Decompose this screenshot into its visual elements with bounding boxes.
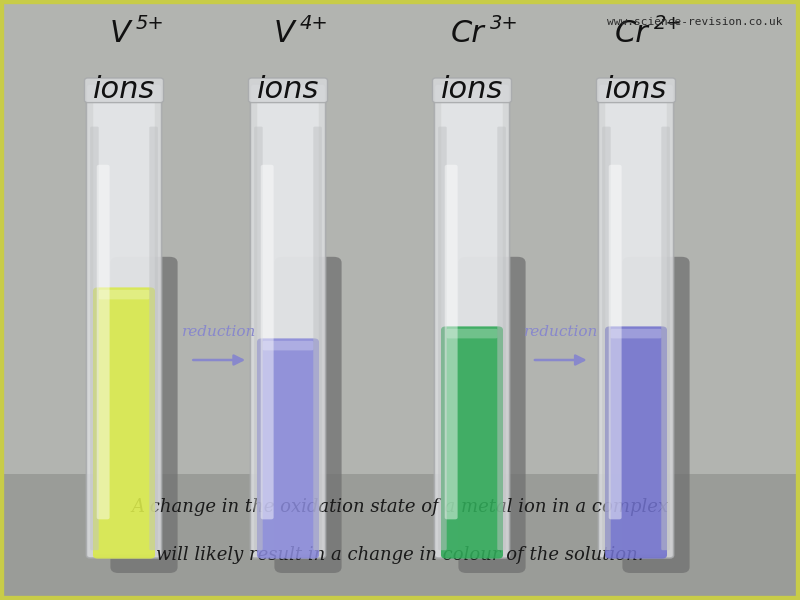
Text: ions: ions	[441, 75, 503, 104]
Text: ions: ions	[605, 75, 667, 104]
Text: 5+: 5+	[136, 14, 165, 33]
FancyBboxPatch shape	[498, 127, 506, 550]
FancyBboxPatch shape	[441, 326, 503, 559]
FancyBboxPatch shape	[602, 127, 610, 550]
FancyBboxPatch shape	[261, 165, 274, 520]
Text: reduction: reduction	[182, 325, 256, 339]
FancyBboxPatch shape	[458, 257, 526, 573]
Text: ions: ions	[93, 75, 155, 104]
FancyBboxPatch shape	[622, 257, 690, 573]
FancyBboxPatch shape	[662, 127, 670, 550]
Text: will likely result in a change in colour of the solution.: will likely result in a change in colour…	[156, 546, 644, 564]
Text: 4+: 4+	[300, 14, 329, 33]
Bar	[0, 474, 800, 600]
Text: reduction: reduction	[524, 325, 598, 339]
FancyBboxPatch shape	[86, 84, 162, 558]
Text: ions: ions	[257, 75, 319, 104]
FancyBboxPatch shape	[274, 257, 342, 573]
Text: V: V	[110, 19, 130, 48]
Text: V: V	[274, 19, 294, 48]
FancyBboxPatch shape	[610, 329, 662, 338]
Text: 3+: 3+	[490, 14, 519, 33]
FancyBboxPatch shape	[597, 78, 675, 103]
FancyBboxPatch shape	[605, 326, 667, 559]
FancyBboxPatch shape	[258, 88, 318, 554]
FancyBboxPatch shape	[97, 165, 110, 520]
Text: www.science-revision.co.uk: www.science-revision.co.uk	[607, 17, 782, 27]
FancyBboxPatch shape	[98, 290, 150, 299]
Text: Cr: Cr	[615, 19, 649, 48]
FancyBboxPatch shape	[257, 338, 319, 559]
Text: Cr: Cr	[451, 19, 485, 48]
Text: A change in the oxidation state of a metal ion in a complex: A change in the oxidation state of a met…	[131, 498, 669, 516]
FancyBboxPatch shape	[110, 257, 178, 573]
FancyBboxPatch shape	[606, 88, 666, 554]
FancyBboxPatch shape	[93, 287, 155, 559]
FancyBboxPatch shape	[150, 127, 158, 550]
FancyBboxPatch shape	[254, 127, 262, 550]
FancyBboxPatch shape	[445, 165, 458, 520]
FancyBboxPatch shape	[85, 78, 163, 103]
FancyBboxPatch shape	[598, 84, 674, 558]
FancyBboxPatch shape	[94, 88, 154, 554]
FancyBboxPatch shape	[249, 78, 327, 103]
FancyBboxPatch shape	[314, 127, 322, 550]
FancyBboxPatch shape	[262, 341, 314, 350]
FancyBboxPatch shape	[438, 127, 446, 550]
Text: 2+: 2+	[654, 14, 683, 33]
FancyBboxPatch shape	[446, 329, 498, 338]
FancyBboxPatch shape	[90, 127, 98, 550]
FancyBboxPatch shape	[250, 84, 326, 558]
FancyBboxPatch shape	[609, 165, 622, 520]
FancyBboxPatch shape	[442, 88, 502, 554]
FancyBboxPatch shape	[434, 84, 510, 558]
FancyBboxPatch shape	[433, 78, 511, 103]
